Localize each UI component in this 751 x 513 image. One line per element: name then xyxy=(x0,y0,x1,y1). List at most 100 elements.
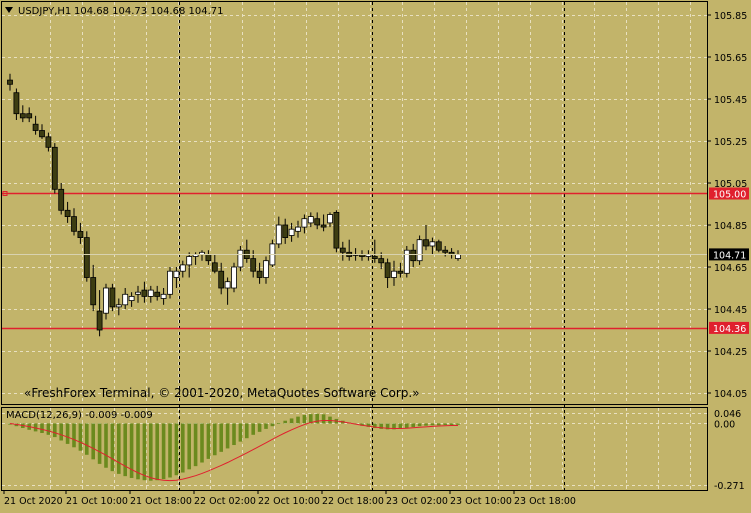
candle-body xyxy=(218,270,225,289)
candle xyxy=(32,115,39,135)
macd-bar xyxy=(366,423,371,427)
candle xyxy=(109,283,116,312)
candle xyxy=(275,216,282,249)
candle xyxy=(160,288,167,305)
macd-bar xyxy=(136,423,140,480)
candle xyxy=(378,252,385,270)
candle-body xyxy=(26,113,33,119)
candle xyxy=(39,124,45,139)
candle-body xyxy=(160,293,167,299)
candle xyxy=(263,256,269,284)
price-tick-label: 104.85 xyxy=(714,221,747,232)
candle xyxy=(135,285,141,303)
candle xyxy=(179,260,186,278)
candle-body xyxy=(397,270,404,274)
candle-body xyxy=(141,289,148,297)
candle xyxy=(371,239,378,263)
candle-body xyxy=(295,226,301,232)
macd-bar xyxy=(277,422,281,424)
macd-bar xyxy=(123,423,127,477)
macd-bar xyxy=(174,423,179,476)
macd-bar xyxy=(392,423,396,430)
candle xyxy=(83,231,90,282)
candle xyxy=(77,222,84,244)
candle-body xyxy=(96,310,103,331)
macd-bar xyxy=(373,423,377,428)
watermark-text: «FreshForex Terminal, © 2001-2020, MetaQ… xyxy=(24,386,420,400)
price-tick-label: 105.85 xyxy=(714,11,747,22)
candle xyxy=(26,107,33,123)
candle xyxy=(218,262,225,295)
macd-bar xyxy=(251,423,255,435)
candle-body xyxy=(186,256,193,266)
macd-panel-frame xyxy=(1,407,708,491)
axis-value-badge: 104.71 xyxy=(709,248,749,261)
symbol-label: USDJPY,H1 xyxy=(18,6,71,17)
candle-body xyxy=(339,247,346,253)
badge-label: 104.36 xyxy=(713,324,746,335)
candle-body xyxy=(154,291,161,297)
macd-bar xyxy=(245,423,249,439)
candle xyxy=(90,264,97,312)
candlestick-series xyxy=(7,73,461,337)
macd-bar xyxy=(360,423,364,426)
macd-bar xyxy=(449,423,454,426)
price-tick-label: 105.25 xyxy=(714,137,747,148)
candle xyxy=(295,220,301,238)
macd-bar xyxy=(33,423,38,432)
macd-bar xyxy=(398,423,403,429)
price-grid xyxy=(2,2,707,404)
macd-bar xyxy=(283,420,287,424)
candle xyxy=(423,225,429,251)
candle-body xyxy=(77,230,84,239)
candle-body xyxy=(237,249,244,268)
candle xyxy=(51,143,58,194)
candle-body xyxy=(307,216,314,224)
macd-bar xyxy=(219,423,223,452)
candle-body xyxy=(115,304,122,308)
candle xyxy=(320,214,327,232)
candle xyxy=(71,208,77,236)
macd-tick-label: -0.271 xyxy=(714,481,745,492)
candle xyxy=(45,132,52,152)
candle xyxy=(13,88,20,120)
candle xyxy=(7,73,13,91)
price-axis: 105.85 105.65 105.45 105.25 105.05 104.85 104.… xyxy=(707,11,747,400)
time-tick-label: 21 Oct 10:00 xyxy=(66,496,128,507)
price-tick-label: 105.45 xyxy=(714,95,747,106)
candle xyxy=(173,267,180,288)
badge-background xyxy=(709,321,749,334)
candle xyxy=(339,241,346,261)
candle-body xyxy=(429,241,436,247)
macd-bar xyxy=(97,423,102,464)
macd-bar xyxy=(72,423,76,448)
candle xyxy=(64,201,71,223)
line-anchor-handle[interactable] xyxy=(2,191,8,196)
macd-bar xyxy=(168,423,172,478)
candle xyxy=(58,183,65,215)
macd-tick-label: 0.00 xyxy=(714,419,735,430)
candle-body xyxy=(167,270,173,295)
ohlc-values: 104.68 104.73 104.68 104.71 xyxy=(74,6,224,17)
candle-body xyxy=(211,262,218,272)
candle xyxy=(391,260,397,286)
candle-body xyxy=(250,258,257,272)
candle xyxy=(224,277,231,305)
macd-bar xyxy=(110,423,115,472)
candle-body xyxy=(288,228,295,236)
candle xyxy=(314,212,321,230)
macd-bar xyxy=(225,423,230,449)
candle xyxy=(211,254,218,274)
dropdown-triangle-icon[interactable] xyxy=(5,7,13,13)
macd-bar xyxy=(321,414,326,424)
candle xyxy=(167,267,173,299)
candle-body xyxy=(205,253,212,262)
candle xyxy=(237,246,244,272)
candle xyxy=(333,210,340,253)
candle-body xyxy=(384,262,391,278)
candle xyxy=(231,262,237,293)
macd-bar xyxy=(430,423,435,426)
candle-body xyxy=(410,249,417,262)
candle-body xyxy=(64,209,71,218)
candle-body xyxy=(263,260,269,278)
